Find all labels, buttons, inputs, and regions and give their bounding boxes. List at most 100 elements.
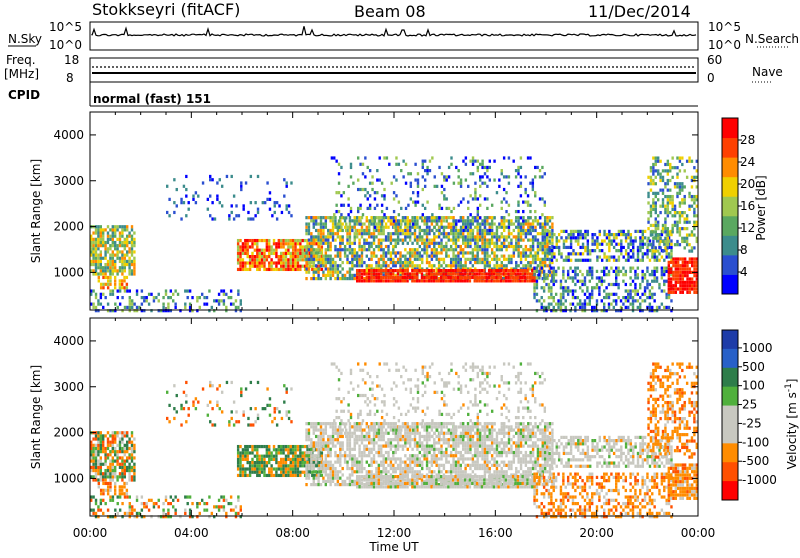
power-cell: [121, 231, 123, 234]
power-cell: [313, 268, 315, 271]
power-cell: [613, 233, 615, 236]
power-cell: [521, 269, 523, 272]
power-cell: [556, 239, 558, 242]
power-cell: [676, 221, 678, 224]
velocity-cell: [294, 451, 296, 454]
power-cell: [670, 243, 672, 246]
power-cell: [349, 229, 351, 232]
power-cell: [119, 235, 121, 238]
power-cell: [479, 222, 481, 225]
power-cell: [642, 233, 644, 236]
power-cell: [373, 222, 375, 225]
power-cell: [247, 252, 249, 255]
power-cell: [167, 306, 169, 309]
power-cell: [596, 286, 598, 289]
power-cell: [556, 259, 558, 262]
power-cell: [292, 245, 294, 248]
power-cell: [543, 286, 545, 289]
power-cell: [373, 251, 375, 254]
power-cell: [431, 222, 433, 225]
freq-axis-top: 18: [64, 53, 79, 67]
power-cell: [522, 255, 524, 258]
power-cell: [450, 261, 452, 264]
velocity-cell: [95, 456, 97, 459]
power-cell: [693, 211, 695, 214]
velocity-cell: [109, 466, 111, 469]
power-cell: [332, 232, 334, 235]
power-cell: [558, 246, 560, 249]
power-cell: [399, 255, 401, 258]
power-cell: [534, 216, 536, 219]
power-cell: [394, 269, 396, 272]
power-cell: [670, 291, 672, 294]
power-cell: [363, 242, 365, 245]
power-cell: [675, 287, 677, 290]
power-cell: [665, 267, 667, 270]
power-cell: [305, 267, 307, 270]
power-cell: [443, 197, 445, 200]
velocity-cell: [310, 445, 312, 448]
velocity-cell: [308, 432, 310, 435]
velocity-cell: [133, 466, 135, 469]
power-cell: [351, 261, 353, 264]
velocity-cell: [165, 495, 167, 498]
power-cell: [350, 166, 352, 169]
velocity-cell: [237, 467, 239, 470]
power-cell: [462, 242, 464, 245]
power-cell: [539, 248, 541, 251]
power-cell: [254, 249, 256, 252]
power-cell: [327, 242, 329, 245]
power-cell: [438, 207, 440, 210]
power-cell: [378, 258, 380, 261]
power-cell: [366, 216, 368, 219]
power-cell: [387, 245, 389, 248]
velocity-cell: [220, 495, 222, 498]
power-cell: [280, 268, 282, 271]
power-cell: [689, 291, 691, 294]
velocity-cell: [327, 451, 329, 454]
power-cell: [309, 265, 311, 268]
power-cell: [266, 258, 268, 261]
power-cell: [450, 222, 452, 225]
power-cell: [543, 299, 545, 302]
power-ylabel: Slant Range [km]: [29, 159, 43, 263]
power-cell: [102, 244, 104, 247]
power-cell: [283, 178, 285, 181]
power-cell: [454, 272, 456, 275]
power-cell: [95, 247, 97, 250]
power-cell: [308, 232, 310, 235]
power-cell: [550, 267, 552, 270]
power-cell: [292, 265, 294, 268]
power-cell: [341, 248, 343, 251]
power-cell: [315, 255, 317, 258]
power-cell: [671, 176, 673, 179]
velocity-cell: [321, 474, 323, 477]
power-cell: [397, 251, 399, 254]
velocity-cell: [109, 489, 111, 492]
power-cell: [332, 258, 334, 261]
power-cell: [412, 223, 414, 226]
power-cell: [627, 293, 629, 296]
power-cell: [553, 252, 555, 255]
power-cell: [529, 222, 531, 225]
power-cell: [464, 264, 466, 267]
power-cell: [366, 239, 368, 242]
power-cell: [625, 252, 627, 255]
power-cell: [349, 245, 351, 248]
power-cell: [329, 229, 331, 232]
power-cell: [445, 216, 447, 219]
power-cell: [395, 163, 397, 166]
power-cell: [460, 185, 462, 188]
velocity-cell: [97, 447, 99, 450]
power-cell: [158, 293, 160, 296]
velocity-cell: [327, 422, 329, 425]
power-cell: [112, 241, 114, 244]
velocity-cell: [334, 451, 336, 454]
power-cell: [527, 261, 529, 264]
power-cell: [634, 276, 636, 279]
power-cell: [668, 261, 670, 264]
velocity-cell: [119, 495, 121, 498]
power-cell: [486, 175, 488, 178]
velocity-cell: [290, 474, 292, 477]
power-cell: [299, 245, 301, 248]
